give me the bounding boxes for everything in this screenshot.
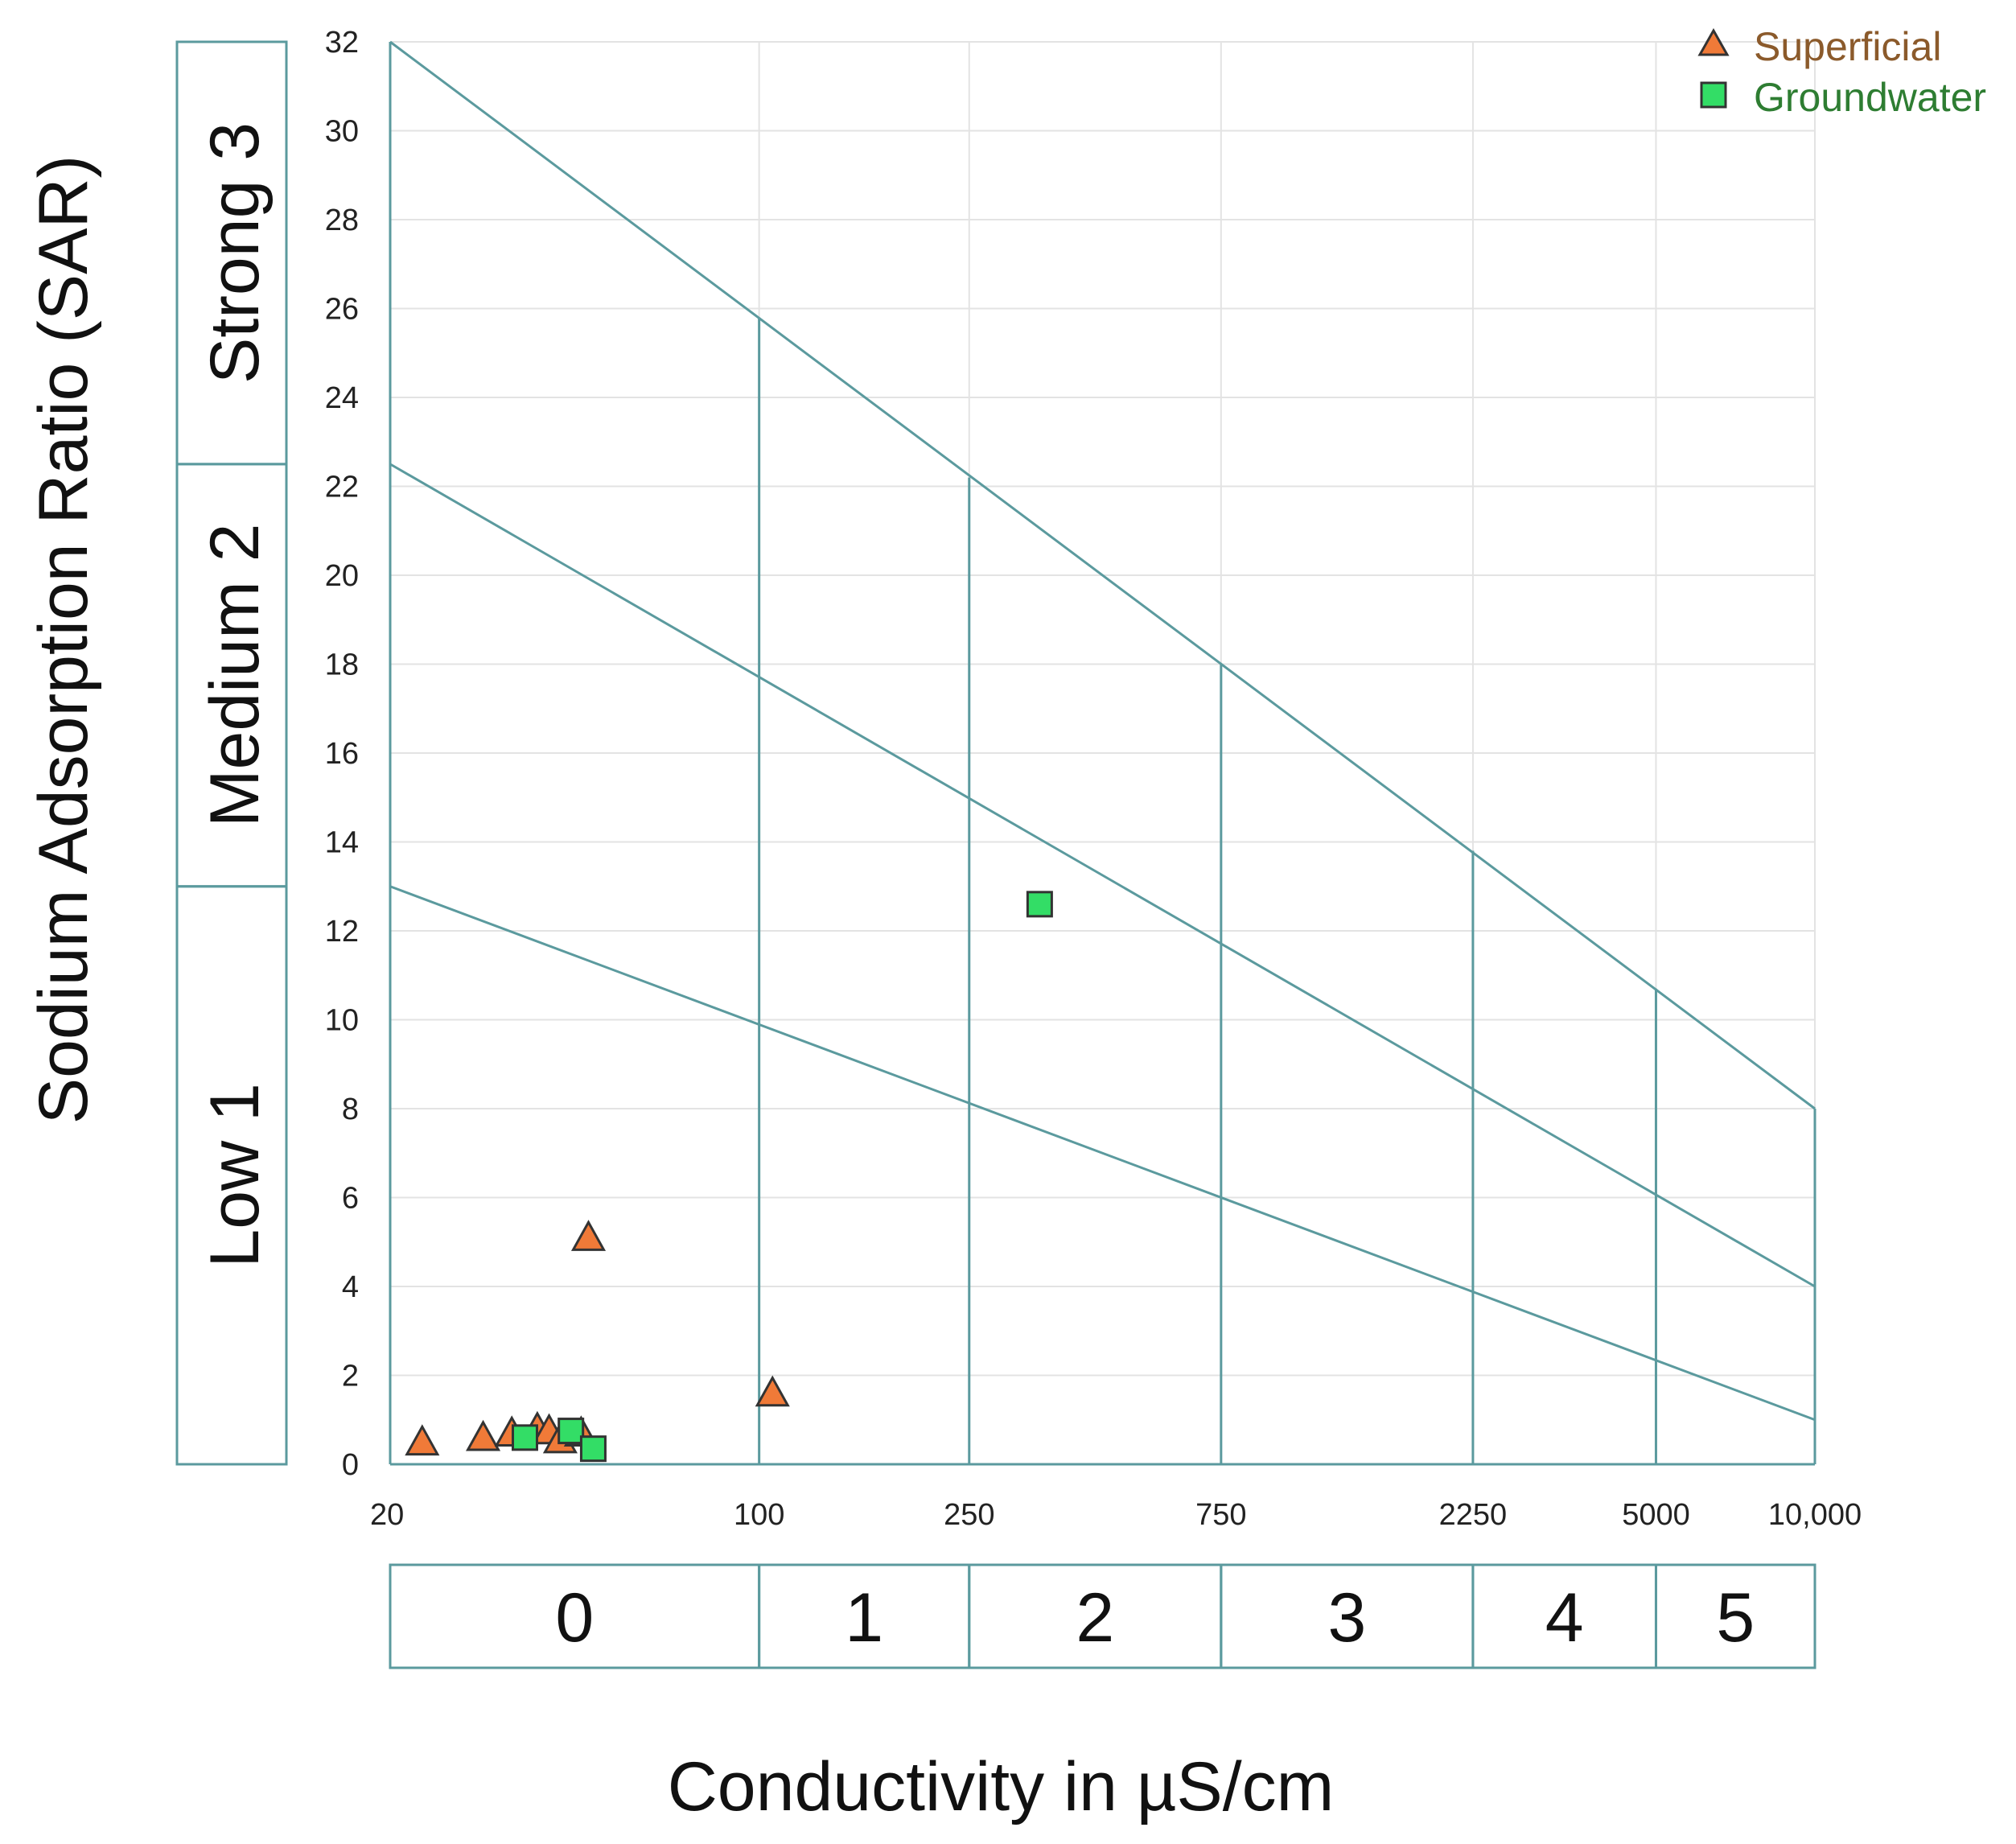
legend-superficial-label: Superficial [1754,24,1941,69]
x-tick-label: 100 [734,1498,784,1532]
y-tick-label: 28 [325,204,359,237]
y-axis-title: Sodium Adsorption Ratio (SAR) [25,155,102,1125]
superficial-point [465,1419,501,1451]
boundary-line-low-medium [389,885,1816,1422]
classification-lines [389,40,1816,1466]
y-tick-label: 32 [325,26,359,60]
y-tick-label: 22 [325,471,359,504]
boundary-line-strong-upper [389,40,1816,1110]
x-axis-title: Conductivity in µS/cm [668,1748,1335,1825]
salinity-class-label: 5 [1716,1579,1755,1657]
salinity-class-label: 1 [845,1579,883,1657]
x-tick-label: 10,000 [1768,1498,1862,1532]
y-tick-label: 8 [342,1093,359,1126]
y-tick-label: 6 [342,1182,359,1216]
groundwater-point [579,1435,607,1463]
x-tick-label: 20 [370,1498,404,1532]
salinity-class-label: 0 [555,1579,594,1657]
x-tick-label: 750 [1195,1498,1246,1532]
x-tick-label: 2250 [1439,1498,1508,1532]
salinity-class-label: 2 [1076,1579,1114,1657]
superficial-point [405,1424,440,1456]
groundwater-point [557,1418,585,1445]
data-points [405,891,1053,1463]
superficial-point [755,1375,790,1407]
y-tick-label: 4 [342,1270,359,1304]
superficial-point [570,1220,607,1251]
sodicity-class-cell [175,40,288,466]
sodicity-class-label: Strong 3 [196,122,274,384]
salinity-class-label: 4 [1545,1579,1584,1657]
legend-superficial-marker [1697,27,1730,56]
groundwater-point [1026,891,1053,918]
legend-groundwater-label: Groundwater [1754,75,1986,120]
y-tick-label: 10 [325,1004,359,1038]
legend-groundwater-marker [1700,81,1727,109]
legend: Superficial Groundwater [1697,24,1986,120]
x-tick-label: 5000 [1622,1498,1690,1532]
sodicity-class-label: Low 1 [196,1083,274,1268]
y-tick-label: 14 [325,826,359,860]
x-tick-label: 250 [944,1498,994,1532]
y-tick-label: 24 [325,381,359,415]
y-tick-label: 20 [325,559,359,593]
y-tick-label: 18 [325,648,359,682]
boundary-line-medium-strong [389,463,1816,1288]
salinity-class-label: 3 [1327,1579,1366,1657]
salinity-class-cell [1654,1563,1816,1669]
y-tick-label: 2 [342,1360,359,1393]
y-tick-label: 26 [325,293,359,327]
sodicity-class-label: Medium 2 [196,524,274,828]
y-tick-label: 16 [325,737,359,771]
y-tick-label: 0 [342,1448,359,1482]
y-tick-label: 30 [325,115,359,149]
groundwater-point [512,1424,539,1451]
y-tick-label: 12 [325,915,359,949]
